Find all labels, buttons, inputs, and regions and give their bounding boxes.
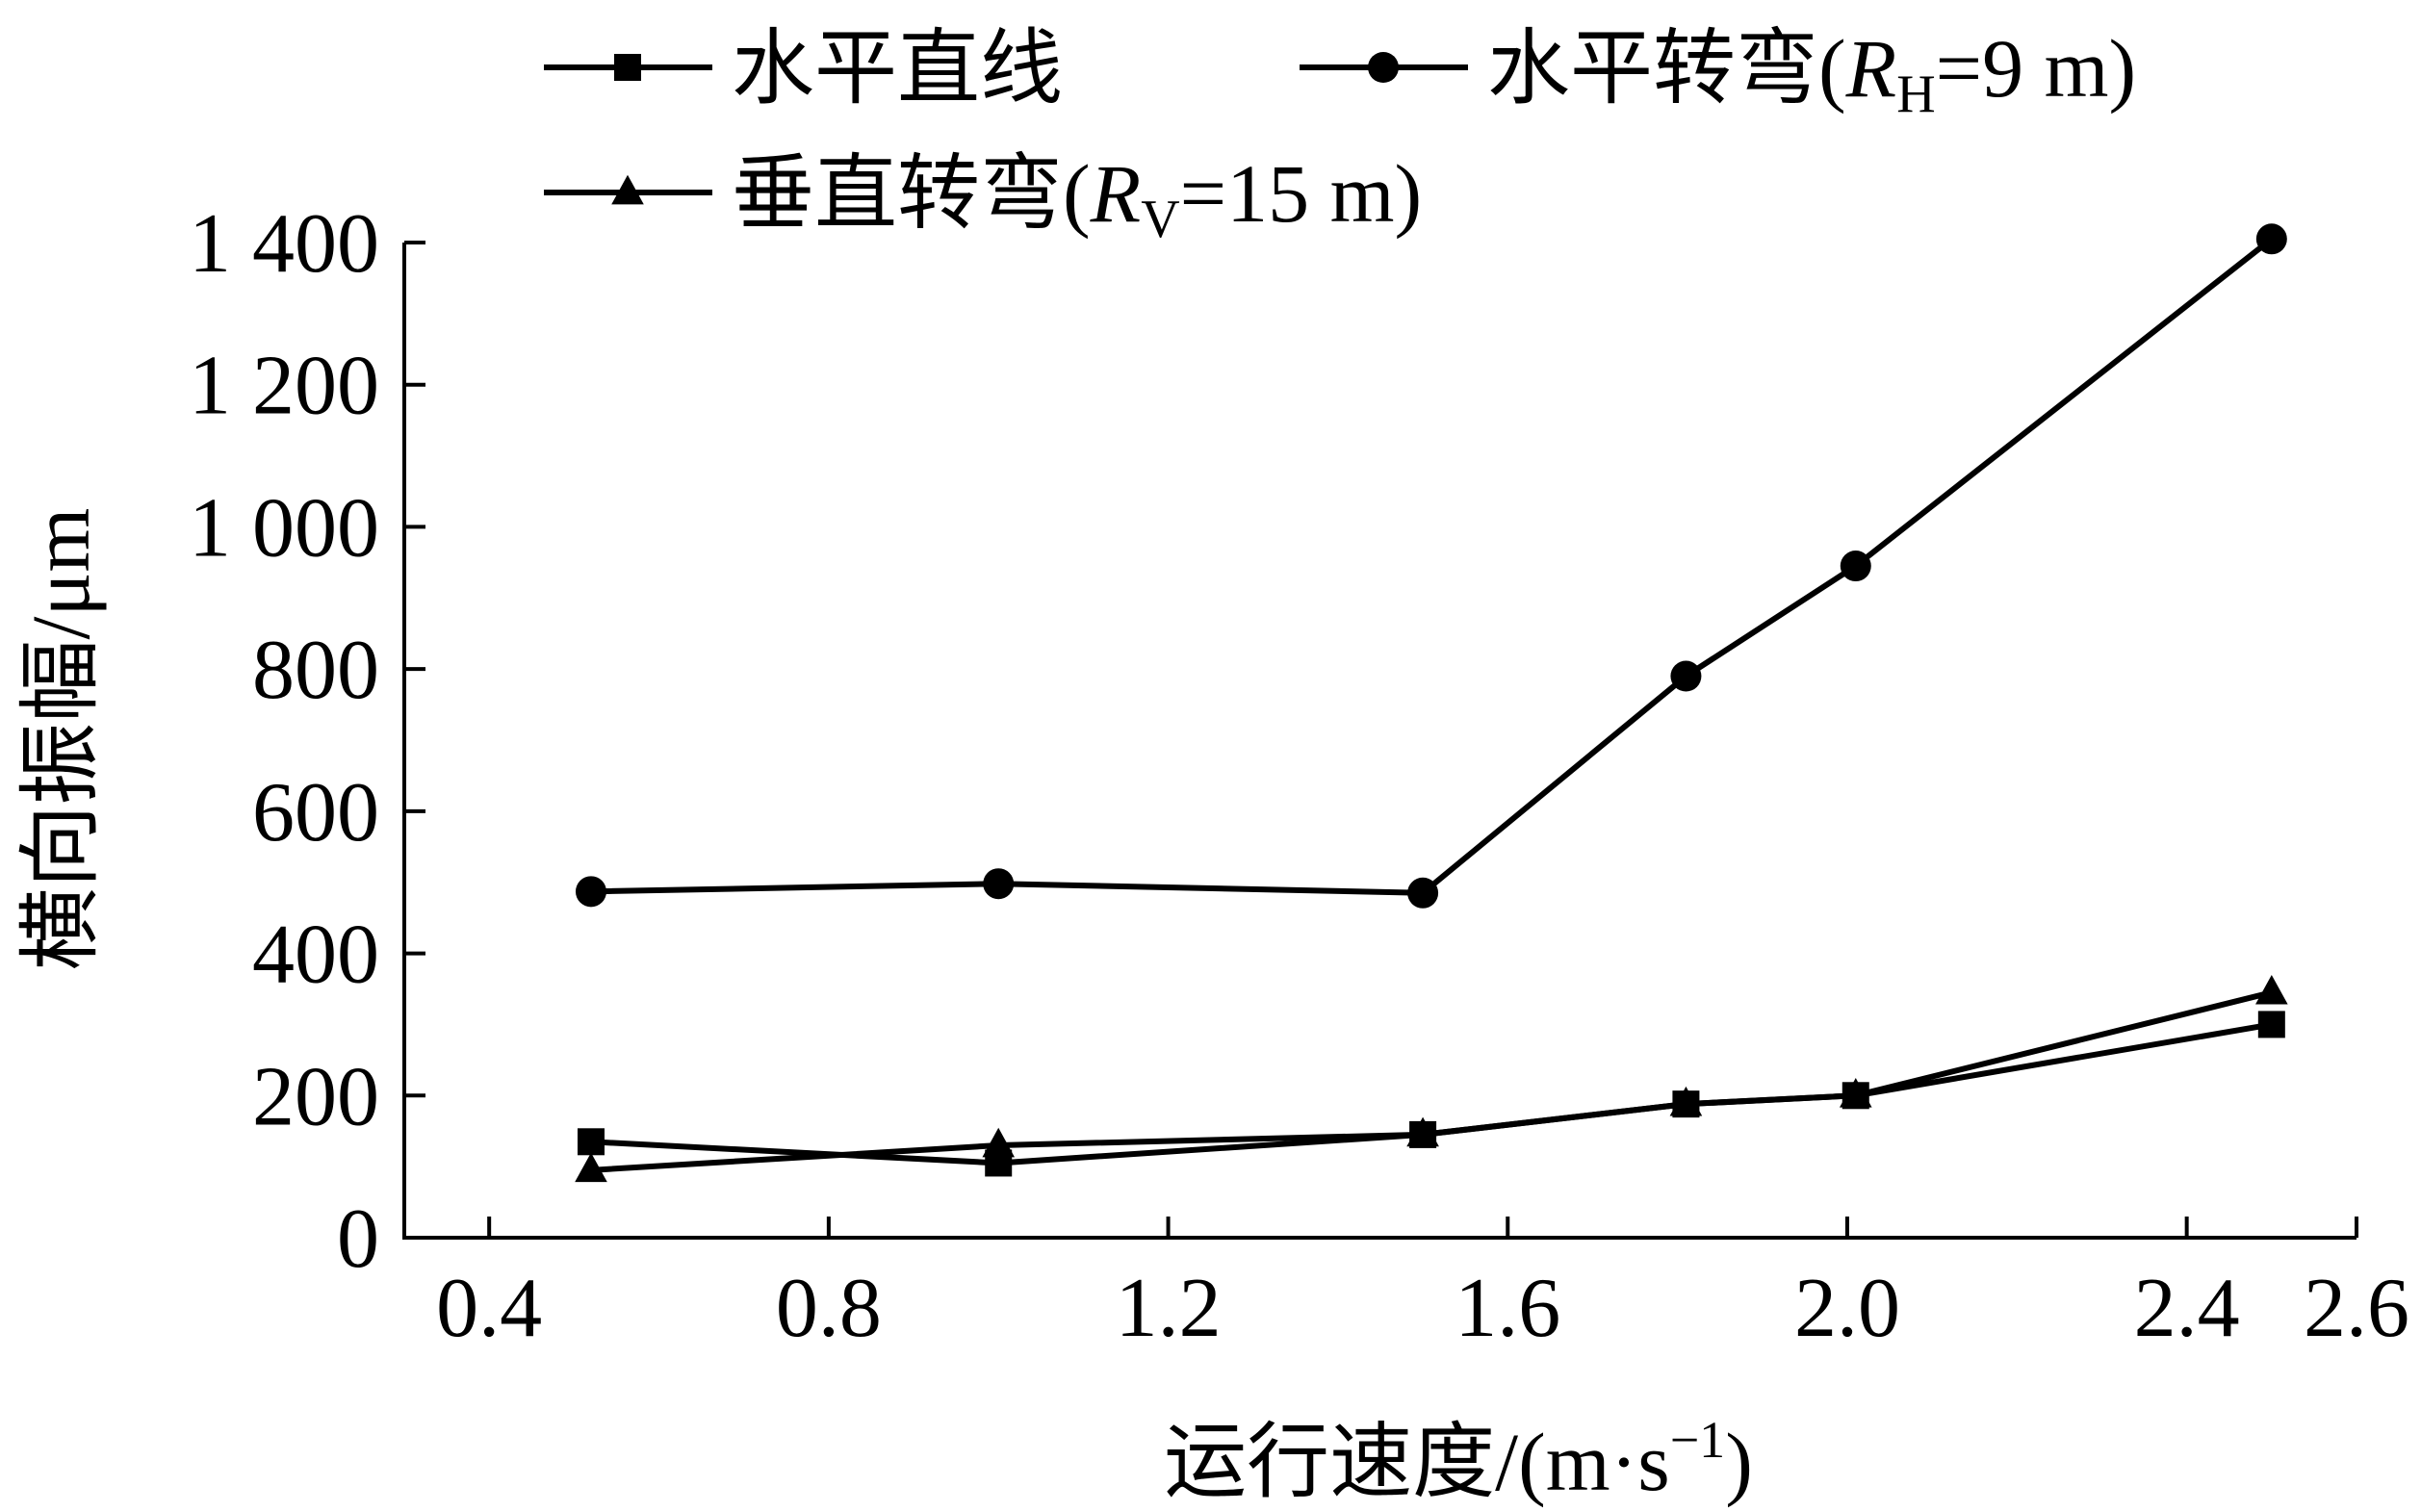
- legend: 水平直线 水平转弯(RH=9 m) 垂直转弯(RV=15 m): [544, 22, 2136, 249]
- legend-entry: 垂直转弯(RV=15 m): [544, 147, 1422, 249]
- y-tick-label: 200: [252, 1050, 379, 1143]
- y-axis-title: 横向振幅/μm: [14, 508, 107, 971]
- y-tick-label: 800: [252, 624, 379, 717]
- x-tick-label: 2.0: [1794, 1262, 1900, 1355]
- data-point-triangle: [982, 1127, 1016, 1158]
- x-axis-ticks: 0.4 0.8 1.2 1.6 2.0 2.4 2.6: [436, 1217, 2409, 1355]
- data-point-triangle: [2255, 974, 2288, 1005]
- y-tick-label: 600: [252, 766, 379, 859]
- plot-axes: [402, 243, 2357, 1240]
- series-square: [577, 1011, 2285, 1177]
- x-tick-label: 0.4: [436, 1262, 542, 1355]
- y-tick-label: 1 400: [189, 197, 379, 291]
- legend-label: 垂直转弯(RV=15 m): [732, 147, 1422, 249]
- data-point-square: [2257, 1011, 2285, 1038]
- data-point-square: [614, 54, 641, 81]
- series-circle: [575, 223, 2287, 909]
- x-axis-title: 运行速度/(m·s−1): [1164, 1411, 1753, 1508]
- y-axis-ticks: 0 200 400 600 800 1 000 1 200 1 400: [189, 197, 425, 1286]
- data-point-circle: [1368, 52, 1399, 83]
- x-axis-title-superscript: −1: [1670, 1411, 1725, 1469]
- x-tick-label: 1.2: [1116, 1262, 1222, 1355]
- data-point-triangle: [1406, 1116, 1439, 1147]
- legend-entry: 水平直线: [544, 22, 1063, 115]
- data-point-triangle: [1839, 1078, 1872, 1108]
- y-tick-label: 1 200: [189, 340, 379, 433]
- series-layer: [575, 223, 2288, 1183]
- series-line: [590, 989, 2273, 1173]
- y-tick-label: 0: [337, 1192, 379, 1286]
- legend-label: 水平直线: [732, 22, 1063, 115]
- data-point-circle: [983, 868, 1015, 900]
- data-point-triangle: [611, 174, 644, 205]
- x-tick-label: 0.8: [776, 1262, 882, 1355]
- data-point-square: [577, 1128, 605, 1156]
- series-triangle: [575, 974, 2288, 1183]
- data-point-circle: [1840, 551, 1871, 582]
- legend-label: 水平转弯(RH=9 m): [1487, 22, 2136, 124]
- data-point-circle: [575, 876, 606, 908]
- data-point-circle: [2255, 223, 2287, 255]
- y-tick-label: 1 000: [189, 481, 379, 575]
- x-tick-label: 1.6: [1455, 1262, 1560, 1355]
- x-tick-label: 2.6: [2304, 1262, 2409, 1355]
- data-point-triangle: [1669, 1086, 1703, 1116]
- legend-entry: 水平转弯(RH=9 m): [1300, 22, 2136, 124]
- x-tick-label: 2.4: [2134, 1262, 2240, 1355]
- data-point-circle: [1407, 877, 1439, 909]
- y-tick-label: 400: [252, 909, 379, 1002]
- data-point-circle: [1670, 660, 1702, 692]
- data-point-triangle: [575, 1152, 607, 1183]
- series-line: [590, 236, 2274, 896]
